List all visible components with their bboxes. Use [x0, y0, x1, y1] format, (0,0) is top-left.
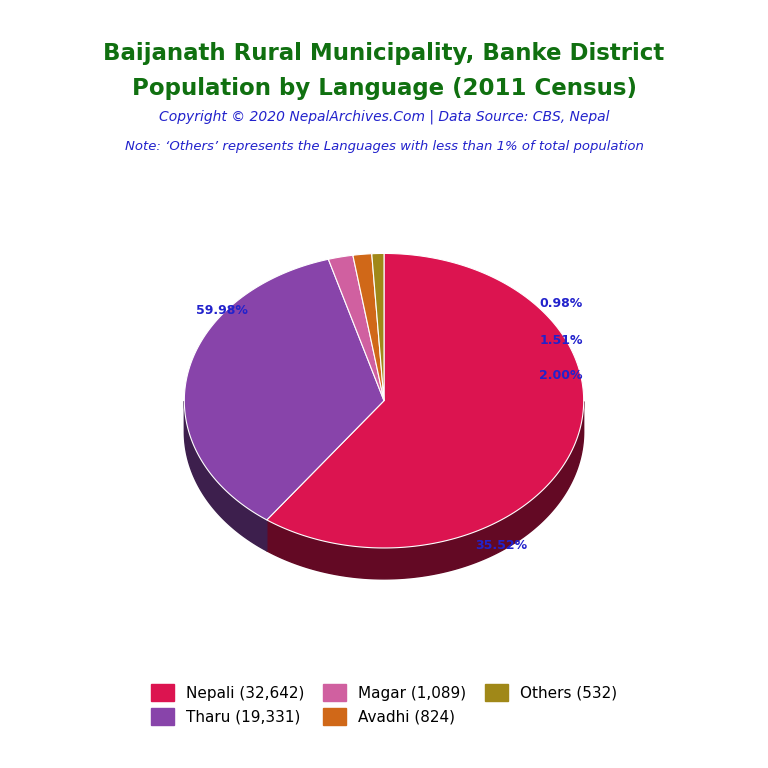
Polygon shape [266, 402, 584, 579]
Text: Baijanath Rural Municipality, Banke District: Baijanath Rural Municipality, Banke Dist… [104, 42, 664, 65]
Text: 1.51%: 1.51% [539, 334, 583, 347]
Polygon shape [184, 401, 266, 551]
Text: 0.98%: 0.98% [540, 297, 583, 310]
Text: 35.52%: 35.52% [475, 539, 528, 552]
Polygon shape [372, 253, 384, 401]
Polygon shape [266, 253, 584, 548]
Text: Population by Language (2011 Census): Population by Language (2011 Census) [131, 77, 637, 100]
Text: 2.00%: 2.00% [539, 369, 583, 382]
Polygon shape [184, 260, 384, 520]
Polygon shape [353, 253, 384, 401]
Text: 59.98%: 59.98% [196, 304, 248, 317]
Polygon shape [329, 255, 384, 401]
Legend: Nepali (32,642), Tharu (19,331), Magar (1,089), Avadhi (824), Others (532): Nepali (32,642), Tharu (19,331), Magar (… [145, 678, 623, 731]
Text: Copyright © 2020 NepalArchives.Com | Data Source: CBS, Nepal: Copyright © 2020 NepalArchives.Com | Dat… [159, 109, 609, 124]
Text: Note: ‘Others’ represents the Languages with less than 1% of total population: Note: ‘Others’ represents the Languages … [124, 140, 644, 153]
